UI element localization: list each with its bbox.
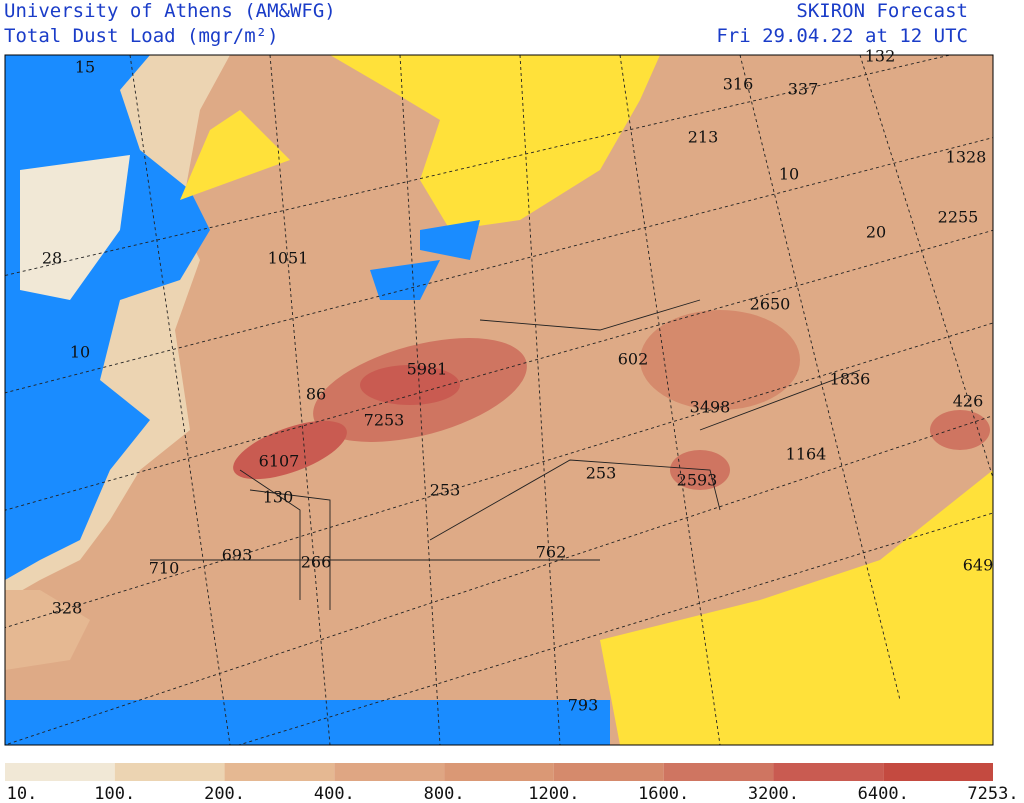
britain: [180, 110, 290, 200]
map-label: 10: [70, 343, 90, 362]
map-label: 132: [865, 47, 896, 66]
map-label: 28: [42, 249, 62, 268]
legend-swatch: [663, 763, 774, 781]
map-label: 1164: [786, 445, 827, 464]
product: Total Dust Load (mgr/m²): [4, 25, 279, 47]
dust-core: [930, 410, 990, 450]
map-label: 253: [430, 481, 461, 500]
map-label: 10: [779, 165, 799, 184]
map-label: 130: [263, 488, 294, 507]
map-label: 328: [52, 599, 83, 618]
map-label: 762: [536, 543, 567, 562]
legend-swatch: [114, 763, 225, 781]
legend-swatch: [444, 763, 554, 781]
adriatic: [420, 220, 480, 260]
map-label: 793: [568, 696, 599, 715]
map-label: 86: [306, 385, 326, 404]
europe: [330, 55, 660, 230]
map-label: 2593: [677, 471, 718, 490]
map-label: 337: [788, 80, 819, 99]
map-label: 5981: [407, 360, 448, 379]
east-africa: [600, 470, 993, 745]
map-label: 15: [75, 58, 95, 77]
legend-label: 1200.: [528, 784, 579, 799]
dust-core: [233, 420, 347, 480]
legend-label: 200.: [204, 784, 245, 799]
map-label: 2255: [938, 208, 979, 227]
map-label: 3498: [690, 398, 731, 417]
map-label: 316: [723, 75, 754, 94]
dust-core: [670, 450, 730, 490]
dust-patch: [5, 590, 90, 670]
graticule: [5, 55, 993, 745]
legend-label: 400.: [314, 784, 355, 799]
map-label: 253: [586, 464, 617, 483]
map-label: 693: [222, 546, 253, 565]
map-label: 20: [866, 223, 886, 242]
model: SKIRON Forecast: [796, 0, 968, 22]
gulf-of-guinea: [5, 700, 610, 745]
legend-swatch: [553, 763, 664, 781]
legend-label: 10.: [7, 784, 38, 799]
map-label: 1328: [946, 148, 987, 167]
map-label: 426: [953, 392, 984, 411]
map-label: 2650: [750, 295, 791, 314]
legend-swatch: [773, 763, 884, 781]
map-label: 213: [688, 128, 719, 147]
legend-swatch: [5, 763, 115, 781]
legend-swatch: [224, 763, 335, 781]
dust-core: [640, 310, 800, 410]
ocean-patch: [20, 155, 130, 300]
legend-label: 6400.: [858, 784, 909, 799]
map-label: 7253: [364, 411, 405, 430]
med-sea: [370, 260, 440, 300]
legend-swatch: [334, 763, 445, 781]
map-label: 602: [618, 350, 649, 369]
legend-swatch: [883, 763, 993, 781]
legend-label: 3200.: [748, 784, 799, 799]
borders: [150, 299, 861, 610]
legend-label: 1600.: [638, 784, 689, 799]
map-label: 1051: [268, 249, 309, 268]
map-label: 649: [963, 556, 994, 575]
dust-core: [360, 365, 460, 405]
valid-time: Fri 29.04.22 at 12 UTC: [716, 25, 968, 47]
map-label: 710: [149, 559, 180, 578]
map-label: 266: [301, 553, 332, 572]
map: [4, 54, 994, 746]
map-label: 6107: [259, 452, 300, 471]
map-label: 1836: [830, 370, 871, 389]
map-frame: [4, 54, 994, 746]
institution: University of Athens (AM&WFG): [4, 0, 336, 22]
legend-label: 7253.: [967, 784, 1018, 799]
legend-label: 800.: [424, 784, 465, 799]
graticule: [129, 55, 993, 745]
legend-label: 100.: [94, 784, 135, 799]
